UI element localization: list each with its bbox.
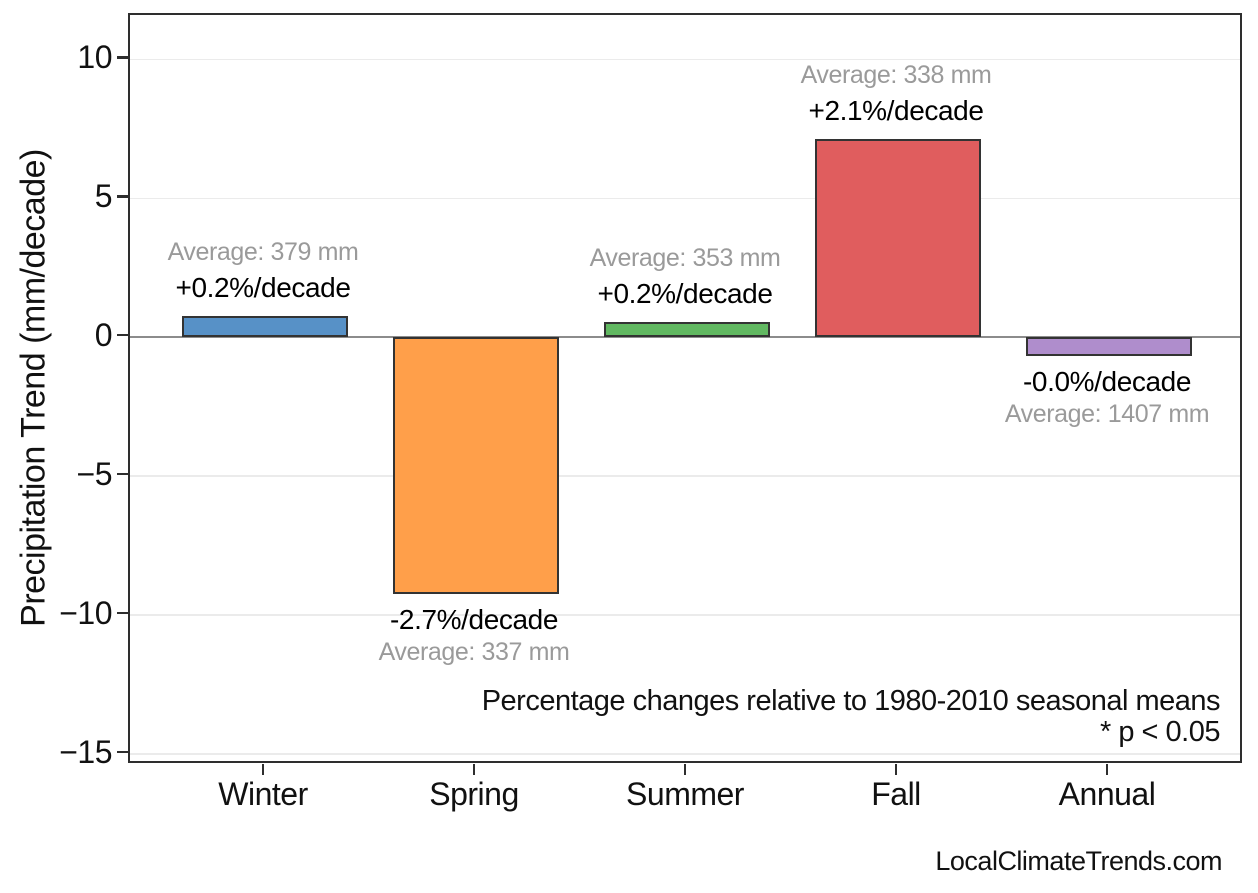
x-axis-tick (261, 764, 265, 775)
y-axis-tick (117, 333, 128, 337)
x-axis-tick (683, 764, 687, 775)
bar-label-trend-fall: +2.1%/decade (808, 94, 984, 126)
note-line2: * p < 0.05 (1100, 716, 1220, 748)
bar-winter (182, 316, 348, 338)
y-tick-label: −10 (59, 595, 112, 631)
x-tick-label: Fall (871, 776, 921, 812)
bar-spring (393, 337, 559, 595)
y-tick-label: 5 (94, 178, 113, 215)
y-axis-tick (117, 195, 128, 198)
x-tick-label: Spring (429, 776, 519, 812)
bar-label-average-winter: Average: 379 mm (167, 238, 359, 267)
x-tick-label: Summer (626, 776, 744, 812)
note-block: Percentage changes relative to 1980-2010… (481, 685, 1221, 748)
gridline (130, 197, 1240, 200)
bar-label-trend-annual: -0.0%/decade (1023, 366, 1191, 398)
gridline (130, 753, 1240, 755)
y-tick-label: −5 (76, 456, 113, 493)
bar-label-average-summer: Average: 353 mm (589, 243, 781, 272)
y-axis-tick (117, 750, 128, 754)
x-axis-tick (472, 764, 476, 775)
y-axis-title: Precipitation Trend (mm/decade) (14, 149, 53, 627)
x-tick-label: Winter (218, 776, 308, 812)
y-tick-label: 0 (94, 317, 113, 354)
y-axis-tick (117, 56, 128, 59)
x-tick-label: Annual (1058, 776, 1156, 812)
bar-label-trend-summer: +0.2%/decade (597, 277, 773, 309)
bar-summer (604, 321, 770, 338)
note-line1: Percentage changes relative to 1980-2010… (481, 685, 1221, 717)
bar-label-trend-spring: -2.7%/decade (390, 604, 558, 636)
bar-label-average-annual: Average: 1407 mm (1004, 400, 1210, 429)
y-tick-label: 10 (77, 39, 112, 76)
bar-label-average-fall: Average: 338 mm (800, 60, 992, 89)
gridline (130, 614, 1240, 616)
bar-label-trend-winter: +0.2%/decade (175, 272, 351, 304)
bar-label-average-spring: Average: 337 mm (378, 638, 570, 667)
plot-area (128, 13, 1242, 763)
gridline (130, 475, 1240, 477)
zero-line (130, 336, 1240, 339)
x-axis-tick (894, 764, 898, 775)
y-axis-tick (117, 472, 128, 476)
gridline (130, 58, 1240, 61)
y-axis-tick (117, 611, 128, 615)
bar-annual (1026, 337, 1192, 357)
watermark-text: LocalClimateTrends.com (935, 846, 1222, 876)
bar-fall (815, 138, 981, 338)
x-axis-tick (1105, 764, 1109, 775)
y-tick-label: −15 (59, 733, 112, 770)
